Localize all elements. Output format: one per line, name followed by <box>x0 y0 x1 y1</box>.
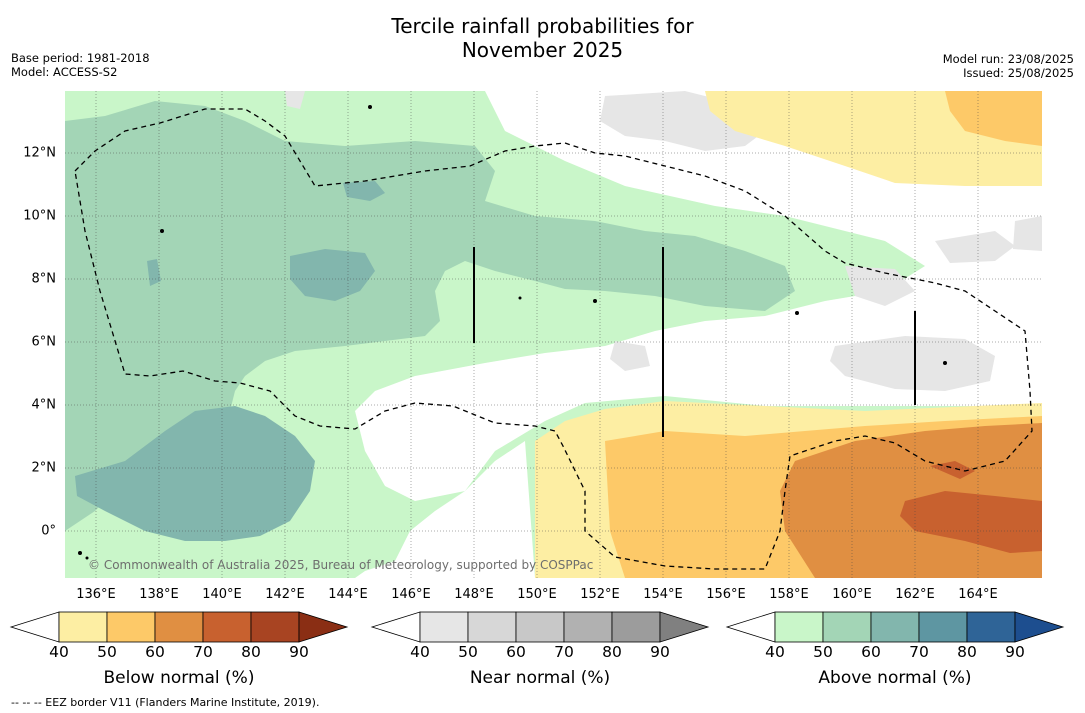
x-tick-label: 156°E <box>706 587 746 602</box>
x-tick-label: 152°E <box>580 587 620 602</box>
near-colorbar-tick: 60 <box>506 643 526 661</box>
y-tick-label: 2°N <box>31 460 57 476</box>
footnote: -- -- -- EEZ border V11 (Flanders Marine… <box>11 696 320 709</box>
region-near-2 <box>830 336 995 391</box>
below-colorbar-segment <box>106 611 156 643</box>
eez-borders <box>74 108 1033 570</box>
x-tick-label: 140°E <box>202 587 242 602</box>
below-colorbar-tick: 40 <box>49 643 69 661</box>
near-colorbar-tick: 40 <box>410 643 430 661</box>
near-colorbar-segment <box>515 611 565 643</box>
near-colorbar-label: Near normal (%) <box>469 668 611 688</box>
x-tick-label: 162°E <box>895 587 935 602</box>
above-colorbar-segment <box>918 611 968 643</box>
x-tick-label: 160°E <box>832 587 872 602</box>
above-colorbar-tick: 50 <box>813 643 833 661</box>
near-colorbar-tick: 70 <box>554 643 574 661</box>
near-colorbar-tick: 80 <box>602 643 622 661</box>
near-colorbar-segment <box>419 611 469 643</box>
region-above-60-mid <box>290 249 375 301</box>
below-colorbar-min-arrow <box>9 611 60 643</box>
above-colorbar-tick: 40 <box>765 643 785 661</box>
region-above-50 <box>65 101 795 531</box>
below-colorbar-segment <box>154 611 204 643</box>
x-tick-label: 148°E <box>454 587 494 602</box>
island-markers <box>473 247 916 437</box>
region-below-ne-50 <box>945 91 1042 146</box>
below-colorbar-segment <box>250 611 300 643</box>
y-tick-label: 10°N <box>23 208 56 224</box>
near-colorbar-max-arrow <box>659 611 710 643</box>
below-colorbar-tick: 70 <box>193 643 213 661</box>
near-colorbar-segment <box>467 611 517 643</box>
below-colorbar-segment <box>202 611 252 643</box>
y-tick-label: 6°N <box>31 334 57 350</box>
above-colorbar-tick: 70 <box>909 643 929 661</box>
colorbars <box>9 611 1065 643</box>
model-name: Model: ACCESS-S2 <box>11 65 118 79</box>
region-none-west <box>355 441 535 578</box>
x-tick-label: 144°E <box>328 587 368 602</box>
below-colorbar-segment <box>58 611 108 643</box>
title-line-2: November 2025 <box>461 38 624 62</box>
rainfall-map <box>65 91 1042 578</box>
x-tick-label: 136°E <box>76 587 116 602</box>
region-above-60-a <box>343 181 385 201</box>
above-colorbar-tick: 80 <box>957 643 977 661</box>
x-tick-label: 142°E <box>265 587 305 602</box>
region-above-60-south <box>75 406 315 541</box>
y-tick-label: 12°N <box>23 145 56 161</box>
x-tick-label: 150°E <box>517 587 557 602</box>
y-tick-label: 0° <box>41 523 56 539</box>
y-tick-label: 8°N <box>31 271 57 287</box>
x-tick-label: 146°E <box>391 587 431 602</box>
below-colorbar-tick: 80 <box>241 643 261 661</box>
above-colorbar-min-arrow <box>725 611 776 643</box>
region-below-70 <box>900 491 1042 553</box>
region-near-7 <box>610 341 650 371</box>
y-tick-label: 4°N <box>31 397 57 413</box>
island-dots <box>78 105 947 560</box>
below-colorbar-tick: 90 <box>289 643 309 661</box>
x-tick-label: 138°E <box>139 587 179 602</box>
region-above-60-b <box>147 259 161 286</box>
title-line-1: Tercile rainfall probabilities for <box>391 14 694 38</box>
below-colorbar-tick: 60 <box>145 643 165 661</box>
below-colorbar-max-arrow <box>298 611 349 643</box>
base-period: Base period: 1981-2018 <box>11 51 150 65</box>
near-colorbar-min-arrow <box>370 611 421 643</box>
near-colorbar-segment <box>563 611 613 643</box>
below-colorbar-label: Below normal (%) <box>103 668 255 688</box>
below-colorbar-tick: 50 <box>97 643 117 661</box>
above-colorbar-tick: 60 <box>861 643 881 661</box>
x-tick-label: 154°E <box>643 587 683 602</box>
above-colorbar-segment <box>822 611 872 643</box>
region-none-north <box>355 91 1042 501</box>
map-svg <box>65 91 1042 578</box>
x-tick-label: 164°E <box>958 587 998 602</box>
near-colorbar-tick: 90 <box>650 643 670 661</box>
region-near-3 <box>935 231 1015 263</box>
model-run: Model run: 23/08/2025 <box>942 52 1074 66</box>
above-colorbar-segment <box>966 611 1016 643</box>
above-colorbar-label: Above normal (%) <box>818 668 972 688</box>
chart-title: Tercile rainfall probabilities for Novem… <box>0 14 1085 62</box>
region-near-8 <box>285 91 305 109</box>
x-tick-label: 158°E <box>769 587 809 602</box>
graticule <box>65 91 1042 578</box>
issued-date: Issued: 25/08/2025 <box>963 66 1074 80</box>
copyright-notice: © Commonwealth of Australia 2025, Bureau… <box>88 558 594 572</box>
above-colorbar-segment <box>870 611 920 643</box>
above-colorbar-tick: 90 <box>1005 643 1025 661</box>
near-colorbar-segment <box>611 611 661 643</box>
above-colorbar-max-arrow <box>1014 611 1065 643</box>
near-colorbar-tick: 50 <box>458 643 478 661</box>
meta-left: Base period: 1981-2018 Model: ACCESS-S2 <box>11 51 150 79</box>
above-colorbar-segment <box>774 611 824 643</box>
meta-right: Model run: 23/08/2025 Issued: 25/08/2025 <box>943 52 1074 80</box>
region-near-5 <box>1013 216 1042 251</box>
